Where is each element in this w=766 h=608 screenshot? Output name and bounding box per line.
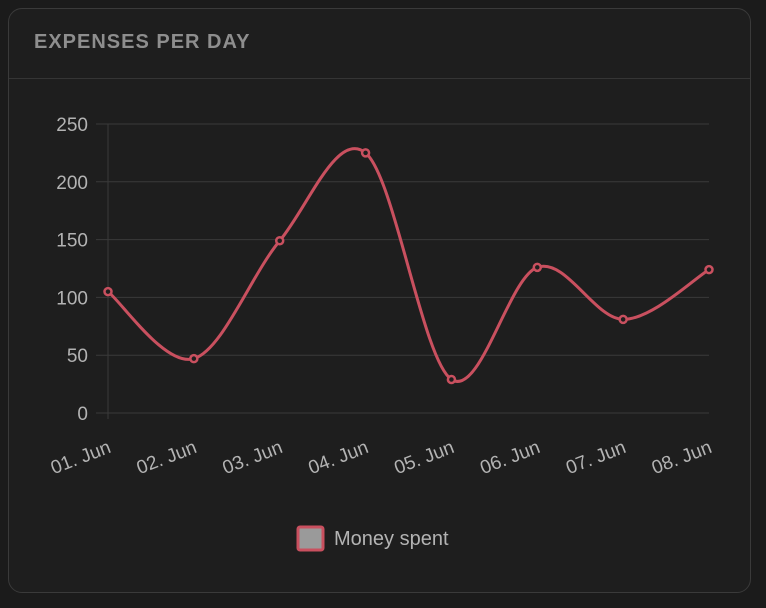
y-tick-label: 100 <box>56 288 88 309</box>
y-tick-label: 0 <box>77 404 88 425</box>
data-point[interactable] <box>103 286 113 297</box>
data-point[interactable] <box>704 264 714 275</box>
series-line-0 <box>106 147 711 383</box>
data-point[interactable] <box>532 262 543 273</box>
data-point[interactable] <box>618 314 628 325</box>
y-tick-label: 200 <box>56 173 88 194</box>
data-point[interactable] <box>189 353 199 364</box>
y-tick-label: 150 <box>56 231 88 252</box>
x-tick-label: 05. Jun <box>392 437 458 479</box>
card-header: EXPENSES PER DAY <box>9 9 750 79</box>
expenses-card: EXPENSES PER DAY <box>8 8 751 593</box>
y-tick-label: 250 <box>56 115 88 136</box>
x-axis-ticks: 01. Jun 02. Jun 03. Jun 04. Jun 05. Jun 06. J… <box>48 437 715 479</box>
card-title: EXPENSES PER DAY <box>34 31 251 53</box>
series-layer <box>103 147 714 385</box>
x-tick-label: 07. Jun <box>563 437 629 479</box>
x-tick-label: 03. Jun <box>220 437 286 479</box>
data-point[interactable] <box>360 148 371 158</box>
x-tick-label: 01. Jun <box>48 437 114 479</box>
data-point[interactable] <box>274 236 285 246</box>
x-tick-label: 04. Jun <box>306 437 372 479</box>
y-axis-ticks: 0 50 100 150 200 250 <box>56 115 88 425</box>
grid-lines <box>96 123 709 419</box>
legend-label[interactable]: Money spent <box>334 528 449 550</box>
data-point[interactable] <box>446 374 457 385</box>
x-tick-label: 08. Jun <box>649 437 715 479</box>
legend-swatch[interactable] <box>296 525 325 552</box>
legend[interactable]: Money spent <box>296 525 449 552</box>
y-tick-label: 50 <box>67 346 88 367</box>
x-tick-label: 06. Jun <box>477 437 543 479</box>
x-tick-label: 02. Jun <box>134 437 200 479</box>
